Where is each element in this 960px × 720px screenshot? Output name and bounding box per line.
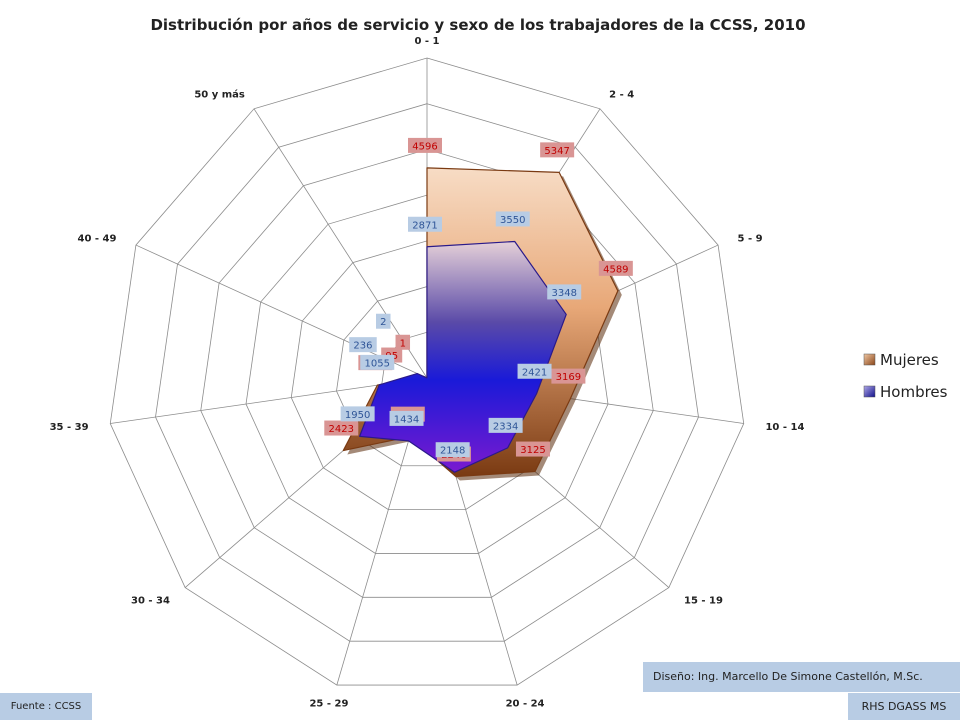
data-label: 2 xyxy=(380,317,386,328)
data-label-bg xyxy=(324,420,359,436)
grid-spoke xyxy=(110,377,428,424)
data-label: 5347 xyxy=(544,146,569,157)
data-label: 2334 xyxy=(493,421,518,432)
design-credit: Diseño: Ing. Marcello De Simone Castelló… xyxy=(643,662,960,692)
data-label: 1055 xyxy=(365,358,390,369)
data-label-bg xyxy=(376,313,391,329)
data-label: 1 xyxy=(400,338,406,349)
category-label: 15 - 19 xyxy=(684,595,723,606)
data-label: 2423 xyxy=(329,424,354,435)
data-label: 3550 xyxy=(500,215,525,226)
category-label: 40 - 49 xyxy=(77,234,116,245)
data-label: 4596 xyxy=(412,141,437,152)
data-label: 3169 xyxy=(556,372,581,383)
category-label: 25 - 29 xyxy=(309,698,348,709)
data-label-bg xyxy=(389,410,424,426)
data-label-bg xyxy=(360,354,395,370)
data-label-bg xyxy=(435,442,470,458)
legend-swatch-hombres xyxy=(863,385,876,398)
category-label: 35 - 39 xyxy=(50,422,89,433)
category-label: 10 - 14 xyxy=(765,422,804,433)
data-label: 2148 xyxy=(440,446,465,457)
chart-title: Distribución por años de servicio y sexo… xyxy=(150,16,805,34)
data-label: 1434 xyxy=(394,414,419,425)
data-label-bg xyxy=(517,363,552,379)
category-label: 0 - 1 xyxy=(414,36,439,47)
data-label: 2871 xyxy=(412,220,437,231)
data-label: 3348 xyxy=(551,288,576,299)
category-label: 2 - 4 xyxy=(609,90,634,101)
legend-label-hombres: Hombres xyxy=(880,383,948,401)
data-label-bg xyxy=(551,368,586,384)
grid-spoke xyxy=(253,108,428,379)
data-label-bg xyxy=(408,137,442,153)
data-label-bg xyxy=(488,417,523,433)
category-label: 30 - 34 xyxy=(131,595,170,606)
data-label-bg xyxy=(340,406,375,422)
category-labels: 0 - 1 2 - 4 5 - 9 10 - 14 15 - 19 20 - 24 25 -… xyxy=(50,36,805,709)
data-label-bg xyxy=(408,216,442,232)
category-label: 20 - 24 xyxy=(506,698,545,709)
data-label-bg xyxy=(598,260,633,276)
legend-swatch-mujeres xyxy=(863,353,876,366)
category-label: 50 y más xyxy=(194,89,245,101)
data-label: 236 xyxy=(353,341,372,352)
legend: Mujeres Hombres xyxy=(863,351,948,401)
category-label: 5 - 9 xyxy=(738,234,763,245)
legend-label-mujeres: Mujeres xyxy=(880,351,939,369)
data-label-bg xyxy=(395,334,411,350)
source-note: Fuente : CCSS xyxy=(0,693,92,720)
organization-credit: RHS DGASS MS xyxy=(848,693,960,720)
data-label-bg xyxy=(495,211,530,227)
grid-ring xyxy=(155,103,699,642)
data-label: 2421 xyxy=(522,367,547,378)
data-label-bg xyxy=(540,142,575,158)
data-label: 3125 xyxy=(520,445,545,456)
data-label: 1950 xyxy=(345,410,370,421)
data-labels: 4596534745893169312522461337242310979512… xyxy=(324,137,633,462)
grid-ring xyxy=(109,57,745,686)
series-areas xyxy=(342,167,622,481)
data-label-bg xyxy=(349,337,377,353)
data-label: 4589 xyxy=(603,264,628,275)
data-label-bg xyxy=(547,284,582,300)
data-label-bg xyxy=(515,441,550,457)
